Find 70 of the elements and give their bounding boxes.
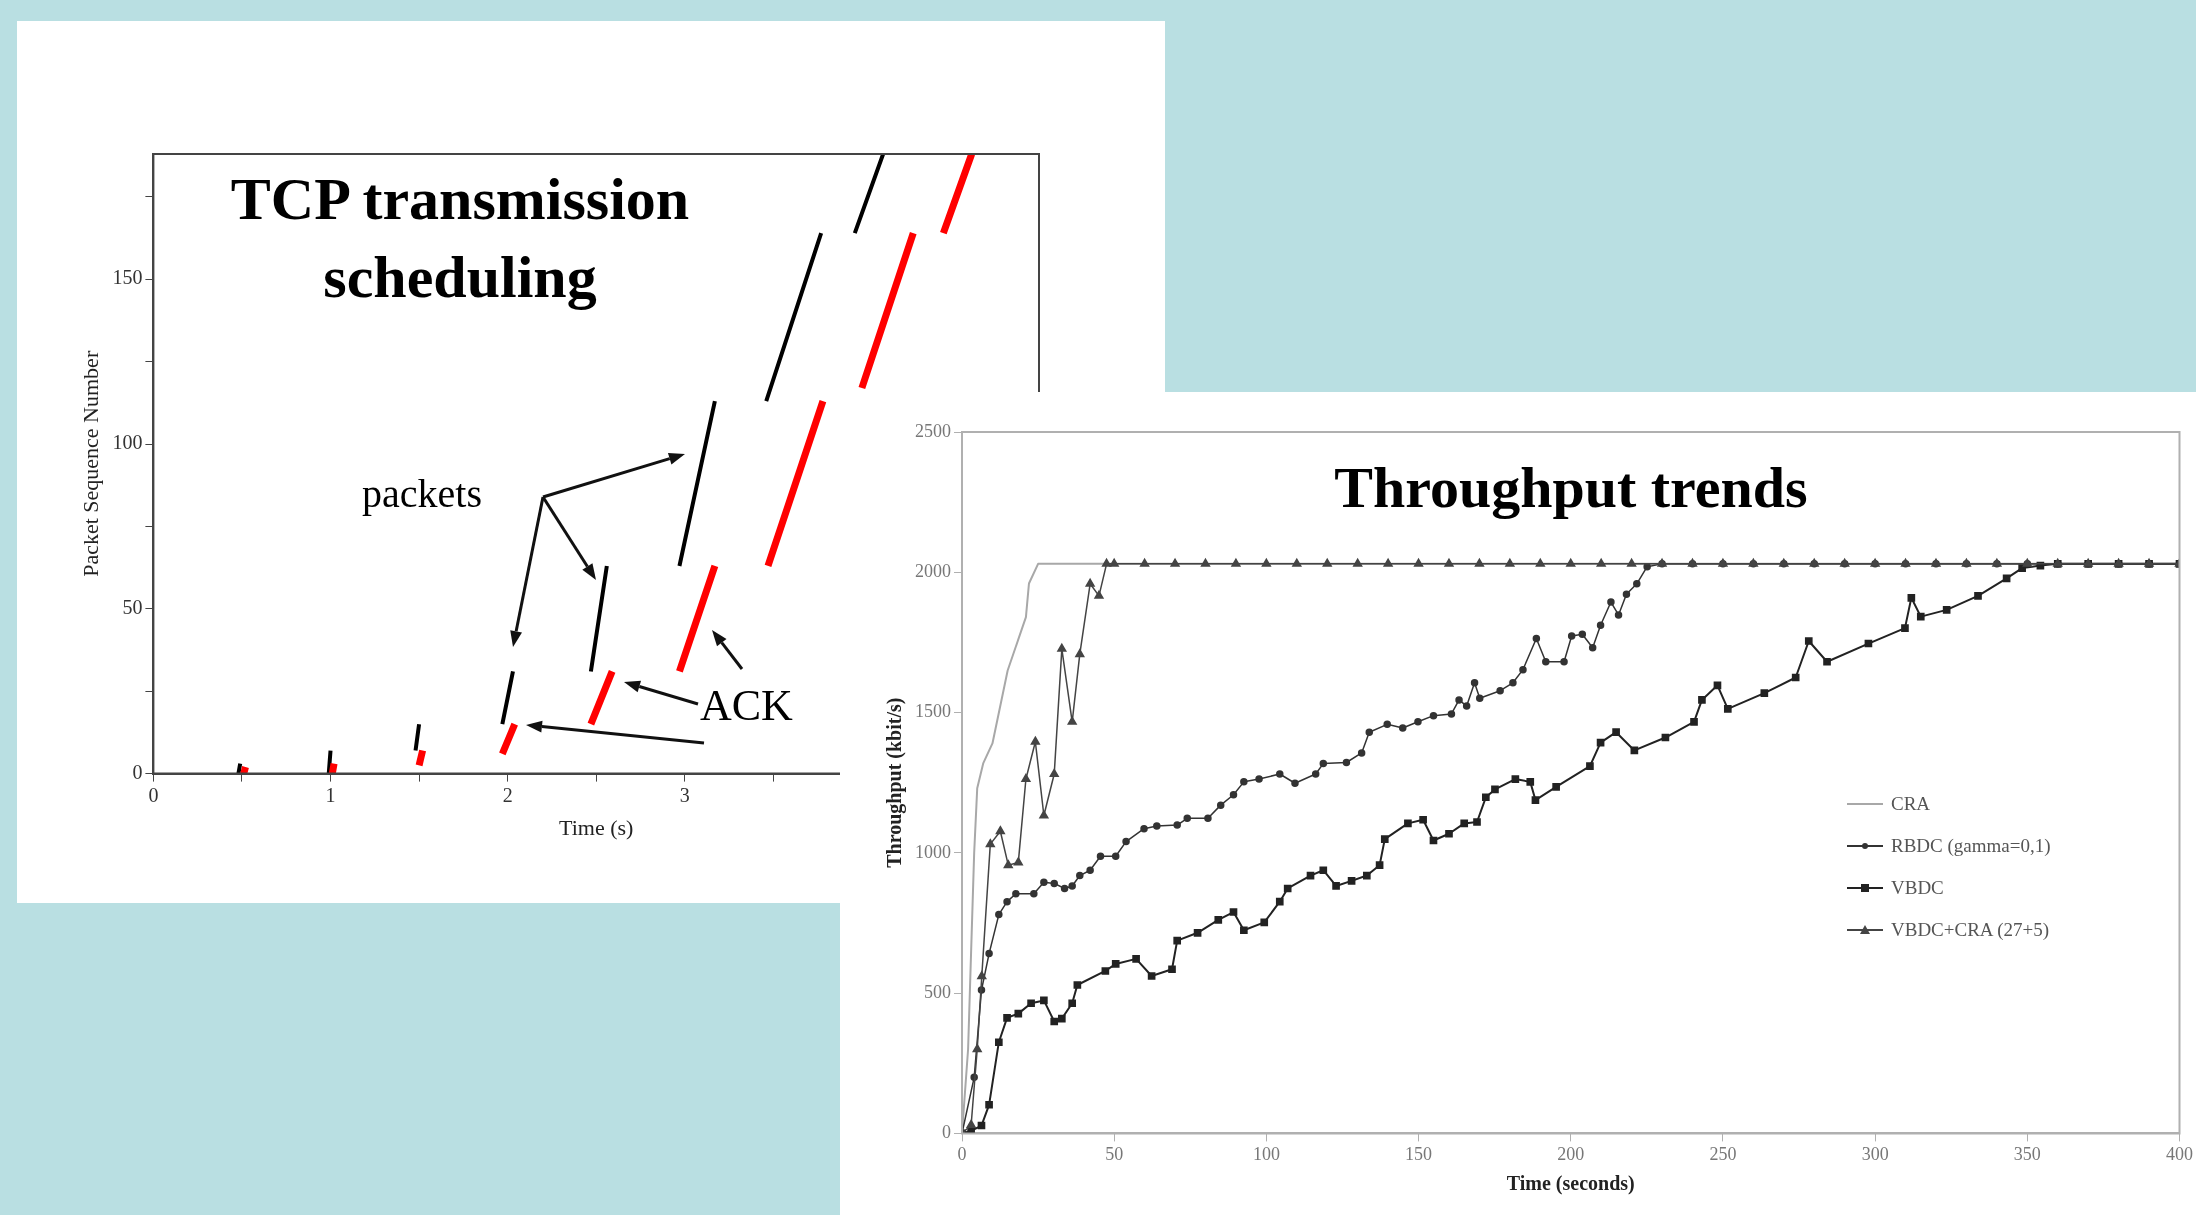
chart-title: Throughput trends — [1333, 454, 1809, 522]
point — [1505, 558, 1515, 567]
point — [995, 825, 1005, 835]
point — [972, 1043, 982, 1053]
point — [1101, 558, 1112, 567]
point — [1383, 558, 1393, 567]
text: TCP transmission scheduling — [229, 165, 691, 312]
y-tick-label: 0 — [132, 760, 143, 783]
point — [1021, 773, 1031, 783]
legend-label: RBDC (gamma=0,1) — [1891, 835, 2051, 857]
x-tick-label: 1 — [325, 783, 336, 806]
x-tick-label: 150 — [1405, 1143, 1433, 1164]
point — [1353, 558, 1363, 567]
point — [1474, 558, 1485, 567]
point — [1049, 768, 1059, 777]
x-tick-label: 250 — [1709, 1143, 1737, 1164]
point — [1139, 558, 1150, 567]
legend-label: VBDC+CRA (27+5) — [1891, 919, 2050, 941]
y-tick-label: 100 — [112, 431, 143, 454]
x-tick-label: 350 — [2013, 1143, 2041, 1164]
point — [1413, 558, 1424, 567]
x-tick-label: 0 — [148, 783, 159, 806]
x-tick-label: 200 — [1557, 1143, 1585, 1164]
point — [1039, 810, 1049, 819]
y-axis-title: Throughput (kbit/s) — [883, 697, 907, 868]
y-tick-label: 150 — [112, 266, 143, 289]
point — [985, 838, 995, 848]
legend-label: CRA — [1891, 793, 1931, 815]
point — [1067, 716, 1077, 725]
x-tick-label: 100 — [1252, 1143, 1280, 1164]
y-tick-label: 500 — [924, 981, 951, 1002]
y-tick-label: 1500 — [915, 701, 951, 722]
y-tick-label: 2000 — [915, 561, 951, 582]
x-tick-label: 3 — [679, 783, 690, 806]
point — [1322, 558, 1332, 567]
point — [1535, 558, 1545, 567]
point — [1261, 558, 1272, 567]
point — [1057, 643, 1067, 652]
point — [1003, 859, 1013, 869]
x-tick-label: 400 — [2166, 1143, 2193, 1164]
x-tick-label: 50 — [1105, 1143, 1124, 1164]
point — [1200, 558, 1211, 567]
point — [1292, 558, 1302, 567]
point — [966, 1119, 976, 1128]
point — [1566, 558, 1576, 567]
point — [1444, 558, 1454, 567]
y-tick-label: 0 — [942, 1122, 951, 1143]
point — [1013, 857, 1023, 866]
legend-label: VBDC — [1891, 877, 1944, 899]
point — [1626, 558, 1637, 567]
x-axis-title: Time (s) — [559, 814, 634, 840]
x-axis-title: Time (seconds) — [1506, 1172, 1635, 1196]
x-tick-label: 0 — [957, 1143, 967, 1164]
x-tick-label: 2 — [502, 783, 513, 806]
point — [1030, 736, 1040, 745]
point — [1596, 558, 1606, 567]
annotation: ACK — [700, 680, 793, 731]
y-tick-label: 1000 — [915, 841, 951, 862]
y-tick-label: 50 — [122, 596, 143, 619]
annotation: packets — [362, 470, 482, 517]
x-tick-label: 300 — [1861, 1143, 1889, 1164]
point — [1094, 590, 1104, 599]
point — [977, 971, 987, 980]
point — [1231, 558, 1241, 567]
point — [1170, 558, 1180, 567]
point — [1085, 578, 1095, 587]
point — [1109, 558, 1119, 567]
y-tick-label: 2500 — [915, 420, 951, 441]
y-axis-title: Packet Sequence Number — [77, 350, 103, 577]
point — [1075, 648, 1085, 658]
